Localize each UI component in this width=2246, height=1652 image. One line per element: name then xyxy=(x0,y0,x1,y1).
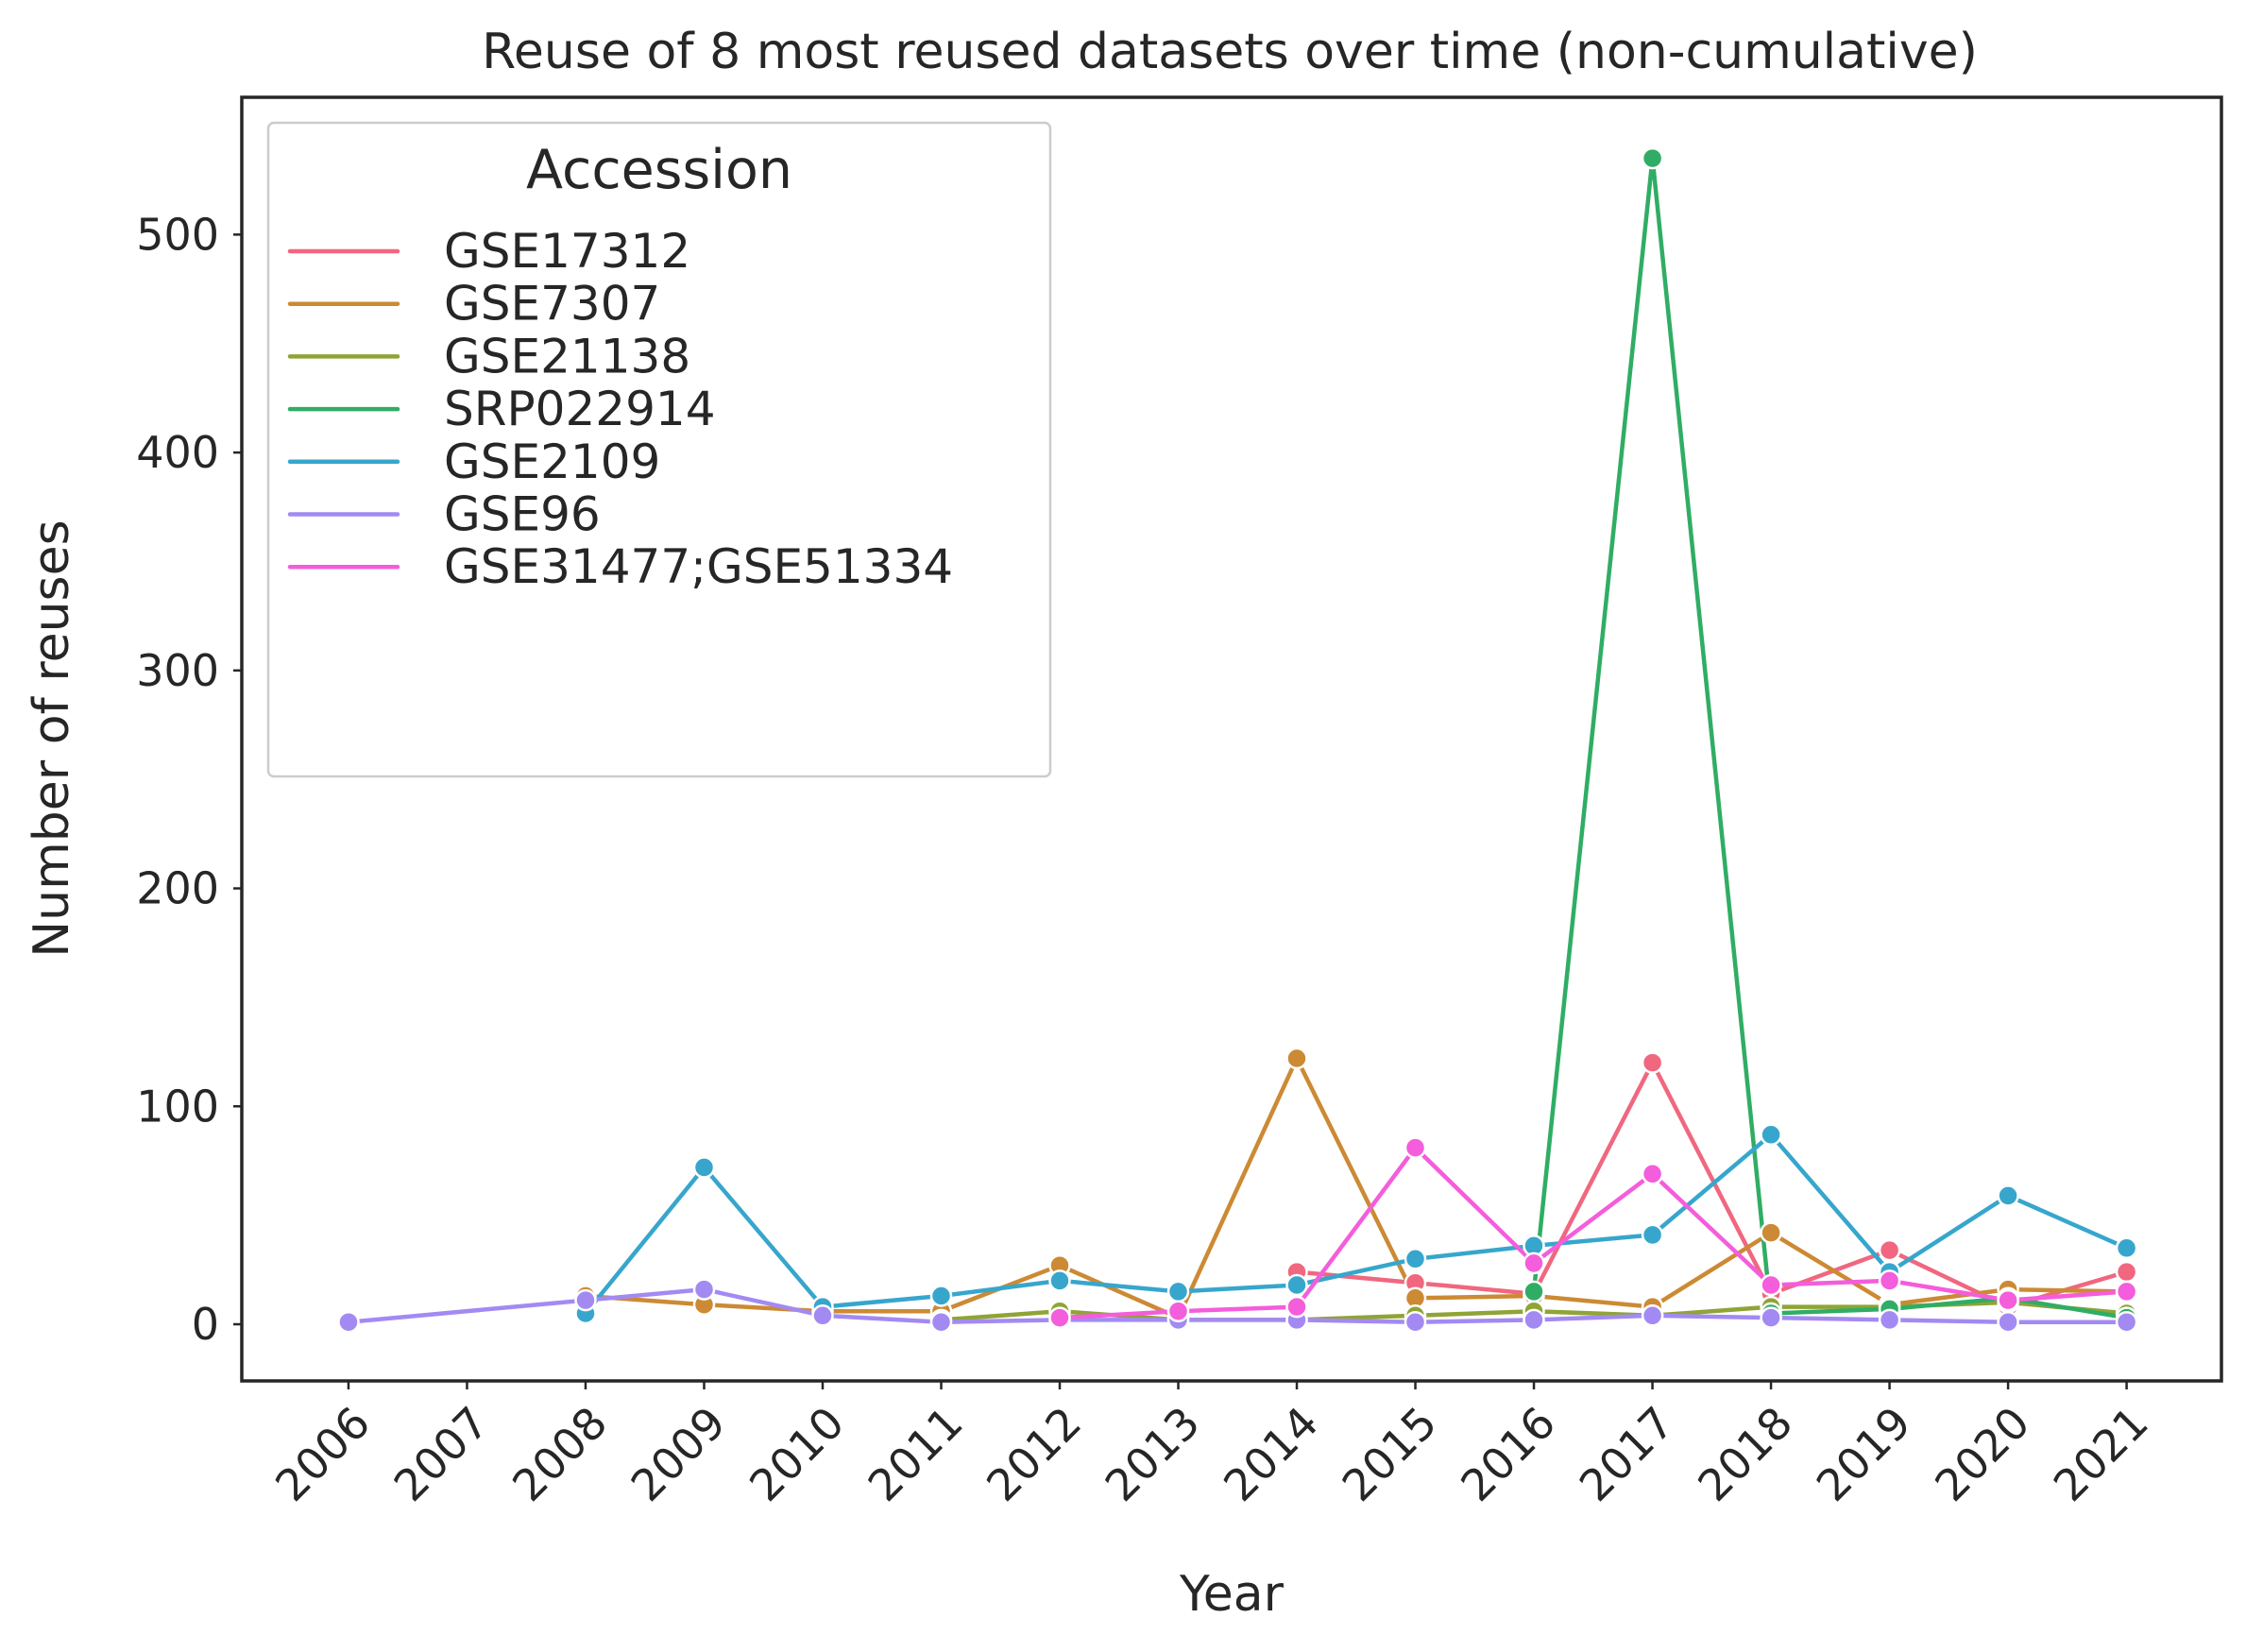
data-point-3-0 xyxy=(1523,1280,1545,1303)
legend-label-5: GSE96 xyxy=(444,487,601,542)
data-point-0-7 xyxy=(2115,1260,2138,1284)
legend-title: Accession xyxy=(526,139,792,201)
legend: Accession GSE17312GSE7307GSE21138SRP0229… xyxy=(266,121,1052,778)
legend-label-4: GSE2109 xyxy=(444,434,660,489)
chart-title: Reuse of 8 most reused datasets over tim… xyxy=(482,24,1978,80)
data-point-4-10 xyxy=(1760,1123,1782,1147)
legend-label-0: GSE17312 xyxy=(444,224,690,279)
data-point-1-10 xyxy=(1760,1221,1782,1244)
legend-label-1: GSE7307 xyxy=(444,277,660,332)
legend-label-3: SRP022914 xyxy=(444,382,716,436)
data-point-4-9 xyxy=(1641,1223,1664,1247)
data-point-6-2 xyxy=(1285,1295,1308,1319)
data-point-3-1 xyxy=(1641,146,1664,170)
data-point-1-6 xyxy=(1285,1047,1308,1070)
legend-entries: GSE17312GSE7307GSE21138SRP022914GSE2109G… xyxy=(287,224,953,594)
data-point-4-1 xyxy=(692,1156,716,1179)
data-point-5-4 xyxy=(929,1310,953,1334)
data-point-5-9 xyxy=(1523,1308,1545,1332)
series-line-3 xyxy=(1531,156,2129,1320)
data-point-5-3 xyxy=(811,1304,834,1327)
y-axis-ticks: 0 100 200 300 400 500 xyxy=(136,209,242,1350)
x-axis-label: Year xyxy=(1179,1566,1285,1623)
data-point-5-8 xyxy=(1404,1310,1427,1334)
data-point-6-4 xyxy=(1523,1252,1545,1275)
legend-label-2: GSE21138 xyxy=(444,329,690,383)
data-point-5-11 xyxy=(1760,1306,1782,1329)
data-point-5-2 xyxy=(692,1278,716,1301)
data-point-4-4 xyxy=(1048,1269,1071,1292)
data-point-6-6 xyxy=(1760,1273,1782,1297)
legend-box xyxy=(266,121,1052,778)
data-point-4-7 xyxy=(1404,1248,1427,1270)
data-point-0-3 xyxy=(1641,1051,1664,1074)
data-point-4-12 xyxy=(1997,1184,2019,1207)
data-point-6-0 xyxy=(1048,1306,1071,1329)
data-point-0-5 xyxy=(1878,1238,1901,1262)
y-tick-label: 100 xyxy=(136,1081,219,1132)
data-point-4-6 xyxy=(1285,1273,1308,1297)
data-point-5-14 xyxy=(2115,1310,2138,1334)
y-axis-label: Number of reuses xyxy=(24,519,80,957)
plot-frame xyxy=(240,95,2223,1383)
legend-label-6: GSE31477;GSE51334 xyxy=(444,539,953,594)
series-line-6 xyxy=(1057,1145,2129,1320)
data-point-6-1 xyxy=(1166,1300,1190,1322)
plot-marks xyxy=(337,146,2138,1334)
data-point-4-13 xyxy=(2115,1236,2138,1260)
y-tick-label: 0 xyxy=(192,1299,219,1350)
data-point-6-8 xyxy=(1997,1288,2019,1312)
series-line-4 xyxy=(583,1133,2129,1316)
y-tick-label: 400 xyxy=(136,427,219,478)
data-point-5-0 xyxy=(337,1310,360,1334)
y-tick-label: 200 xyxy=(136,863,219,914)
series-line-1 xyxy=(583,1056,2129,1320)
data-point-5-13 xyxy=(1997,1310,2019,1334)
data-point-5-10 xyxy=(1641,1304,1664,1327)
data-point-6-9 xyxy=(2115,1280,2138,1303)
data-point-5-12 xyxy=(1878,1308,1901,1332)
data-point-4-5 xyxy=(1166,1280,1190,1303)
data-point-6-5 xyxy=(1641,1163,1664,1185)
data-point-5-1 xyxy=(574,1288,597,1312)
y-tick-label: 500 xyxy=(136,209,219,260)
y-tick-label: 300 xyxy=(136,645,219,696)
data-point-4-3 xyxy=(929,1285,953,1307)
data-point-6-3 xyxy=(1404,1136,1427,1159)
data-point-6-7 xyxy=(1878,1269,1901,1292)
